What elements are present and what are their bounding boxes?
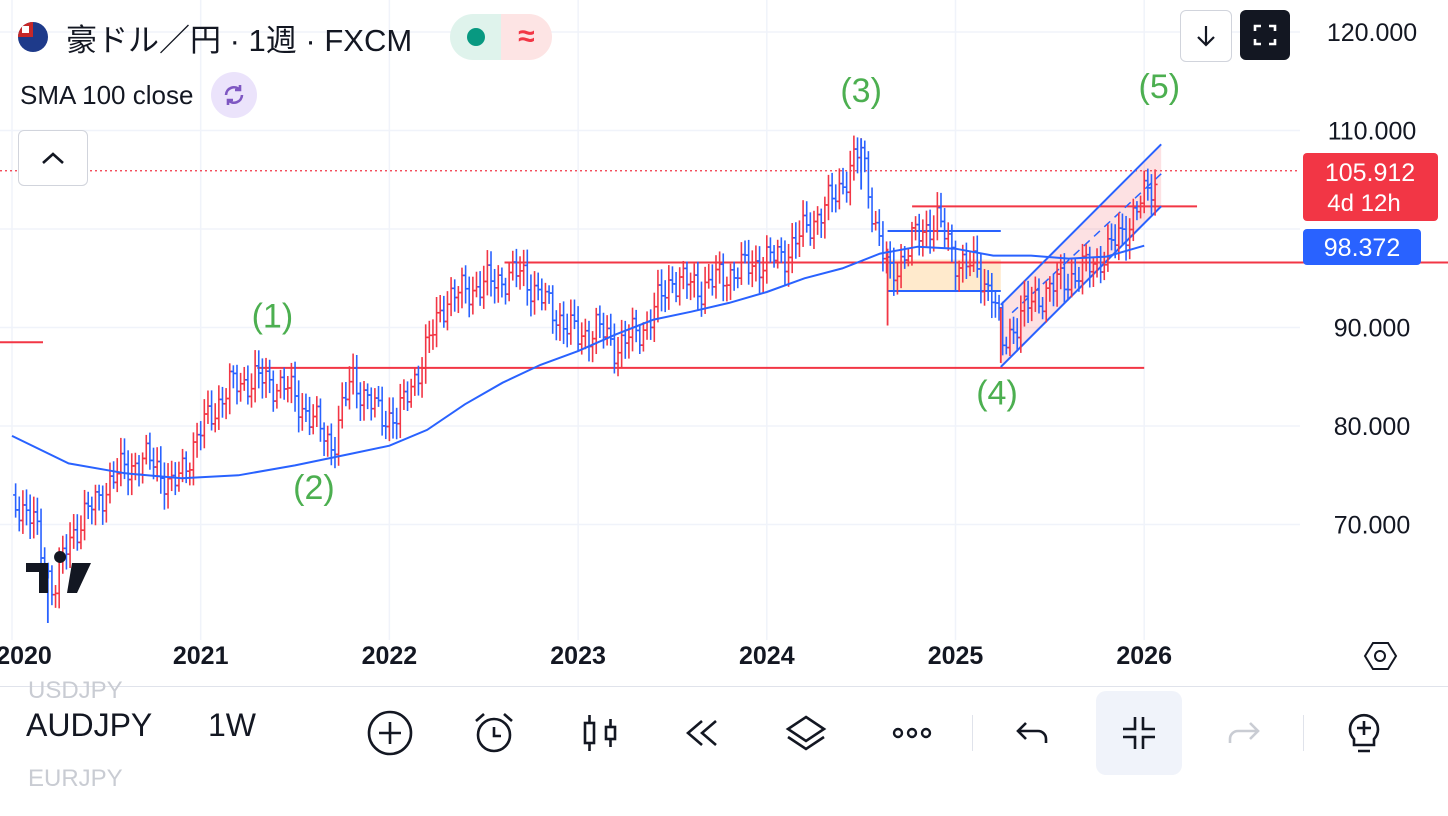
alert-button[interactable]: [454, 687, 534, 779]
grid: [0, 0, 1300, 640]
sma-price-tag: [1303, 229, 1421, 265]
chart-title-text: 豪ドル／円 · 1週 · FXCM: [66, 22, 413, 58]
y-axis-tick-label: 90.000: [1334, 315, 1410, 343]
realtime-wave-icon: ≈: [501, 14, 552, 60]
previous-symbol[interactable]: USDJPY: [28, 677, 123, 704]
indicator-name: SMA 100 close: [20, 79, 194, 110]
tradingview-logo-icon: [26, 551, 91, 593]
chart-title[interactable]: 豪ドル／円 · 1週 · FXCM: [18, 14, 412, 60]
settings-hex-icon: [1363, 642, 1398, 670]
channel-lower-line: [1000, 205, 1162, 368]
sma-100-line: [11, 244, 1145, 480]
rising-channel-fill: [1000, 144, 1162, 367]
chevron-up-icon: [42, 152, 64, 164]
arrow-down-icon: [1197, 26, 1215, 47]
collapse-legend-button[interactable]: [18, 130, 88, 186]
next-symbol[interactable]: EURJPY: [28, 765, 123, 792]
y-axis-tick-label: 110.000: [1328, 118, 1417, 146]
candles-icon: [583, 715, 617, 751]
last-price-tag: [1303, 153, 1438, 221]
redo-icon: [1228, 722, 1260, 743]
drawings: [0, 143, 1448, 369]
ideas-button[interactable]: [1324, 687, 1404, 779]
y-axis-tick-label: 120.000: [1327, 19, 1417, 47]
undo-button[interactable]: [992, 687, 1072, 779]
rewind-icon: [686, 720, 717, 746]
replay-button[interactable]: [662, 687, 742, 779]
x-axis-tick-label: 2024: [739, 642, 795, 670]
bottom-toolbar: USDJPY AUDJPY EURJPY 1W: [0, 677, 1448, 816]
redo-button[interactable]: [1204, 687, 1284, 779]
channel-upper-line: [1000, 143, 1162, 306]
lightbulb-plus-icon: [1348, 713, 1380, 753]
more-dots-icon: [892, 727, 932, 739]
settings-hex-icon-center: [1374, 650, 1386, 662]
alarm-clock-icon: [475, 713, 513, 753]
wave-labels: (1) (2) (3) (4) (5): [26, 68, 1180, 593]
timeframe-selector[interactable]: 1W: [208, 707, 256, 743]
chart-type-button[interactable]: [560, 687, 640, 779]
channel-mid-line: [1011, 173, 1162, 314]
last-price-label: 105.912: [1325, 159, 1415, 187]
more-button[interactable]: [872, 687, 952, 779]
wave-label: (2): [293, 469, 335, 507]
axes: 120.000 110.000 90.000 80.000 70.000 105.912 4…: [0, 19, 1438, 670]
layers-icon: [785, 715, 827, 751]
sma-line: [11, 244, 1145, 480]
countdown-label: 4d 12h: [1327, 190, 1400, 217]
consolidation-box-fill: [887, 259, 1001, 292]
layers-button[interactable]: [766, 687, 846, 779]
x-axis-tick-label: 2021: [173, 642, 229, 670]
market-status-pill[interactable]: ≈: [450, 14, 552, 60]
plus-circle-icon: [367, 710, 413, 756]
x-axis-tick-label: 2026: [1116, 642, 1172, 670]
wave-label: (4): [976, 374, 1018, 412]
refresh-icon[interactable]: [211, 72, 258, 118]
download-button[interactable]: [1180, 10, 1232, 62]
symbol-selector[interactable]: AUDJPY: [26, 707, 153, 743]
australia-flag-icon: [18, 22, 48, 52]
x-axis-tick-label: 2023: [550, 642, 606, 670]
y-axis-tick-label: 80.000: [1334, 413, 1410, 441]
y-axis-tick-label: 70.000: [1334, 512, 1410, 540]
undo-icon: [1016, 722, 1048, 743]
add-button[interactable]: [350, 687, 430, 779]
wave-label: (5): [1139, 68, 1181, 106]
separator: [972, 715, 973, 751]
x-axis-tick-label: 2022: [362, 642, 418, 670]
x-axis-tick-label: 2025: [928, 642, 984, 670]
x-axis-tick-label: 2020: [0, 642, 52, 670]
fullscreen-button[interactable]: [1240, 10, 1290, 60]
wave-label: (1): [252, 298, 294, 336]
separator: [1303, 715, 1304, 751]
collapse-view-button[interactable]: [1096, 691, 1182, 775]
market-open-dot-icon: [450, 14, 501, 60]
sma-value-label: 98.372: [1324, 234, 1400, 262]
wave-label: (3): [840, 72, 882, 110]
indicator-legend[interactable]: SMA 100 close: [20, 72, 258, 118]
collapse-icon: [1123, 717, 1155, 749]
fullscreen-icon: [1253, 24, 1277, 46]
